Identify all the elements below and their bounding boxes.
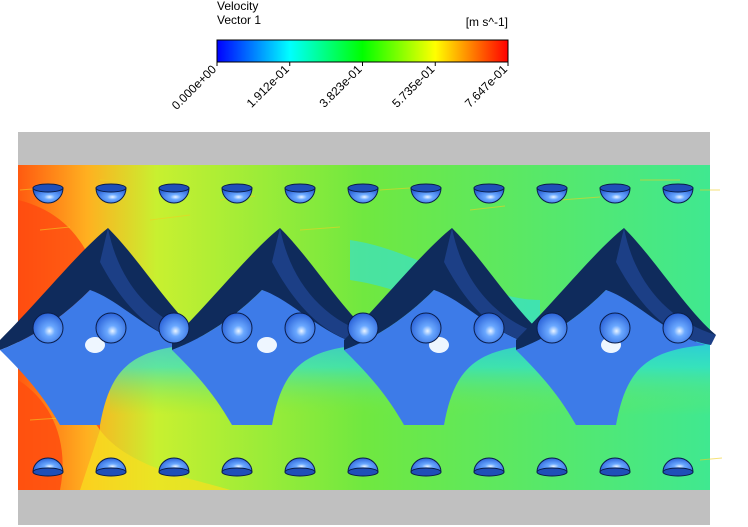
sphere bbox=[599, 312, 631, 344]
wall-bottom bbox=[18, 490, 710, 525]
tick-label: 1.912e-01 bbox=[244, 62, 292, 110]
wall-top bbox=[18, 132, 710, 165]
sphere bbox=[221, 312, 253, 344]
sphere bbox=[347, 312, 379, 344]
sphere bbox=[662, 312, 694, 344]
sphere bbox=[158, 312, 190, 344]
sphere bbox=[32, 312, 64, 344]
sphere bbox=[536, 312, 568, 344]
sphere bbox=[95, 312, 127, 344]
legend-variable: Vector 1 bbox=[217, 13, 261, 27]
legend-unit: [m s^-1] bbox=[466, 15, 508, 29]
tick-label: 3.823e-01 bbox=[317, 62, 365, 110]
tick-label: 7.647e-01 bbox=[462, 62, 510, 110]
sphere bbox=[473, 312, 505, 344]
tick-label: 5.735e-01 bbox=[389, 62, 437, 110]
tick-label: 0.000e+00 bbox=[169, 62, 219, 112]
sphere bbox=[410, 312, 442, 344]
colorbar bbox=[216, 39, 509, 63]
colorbar-ticks: 0.000e+00 1.912e-01 3.823e-01 5.735e-01 7.64… bbox=[169, 62, 510, 112]
sphere bbox=[284, 312, 316, 344]
legend-title: Velocity bbox=[217, 0, 258, 13]
